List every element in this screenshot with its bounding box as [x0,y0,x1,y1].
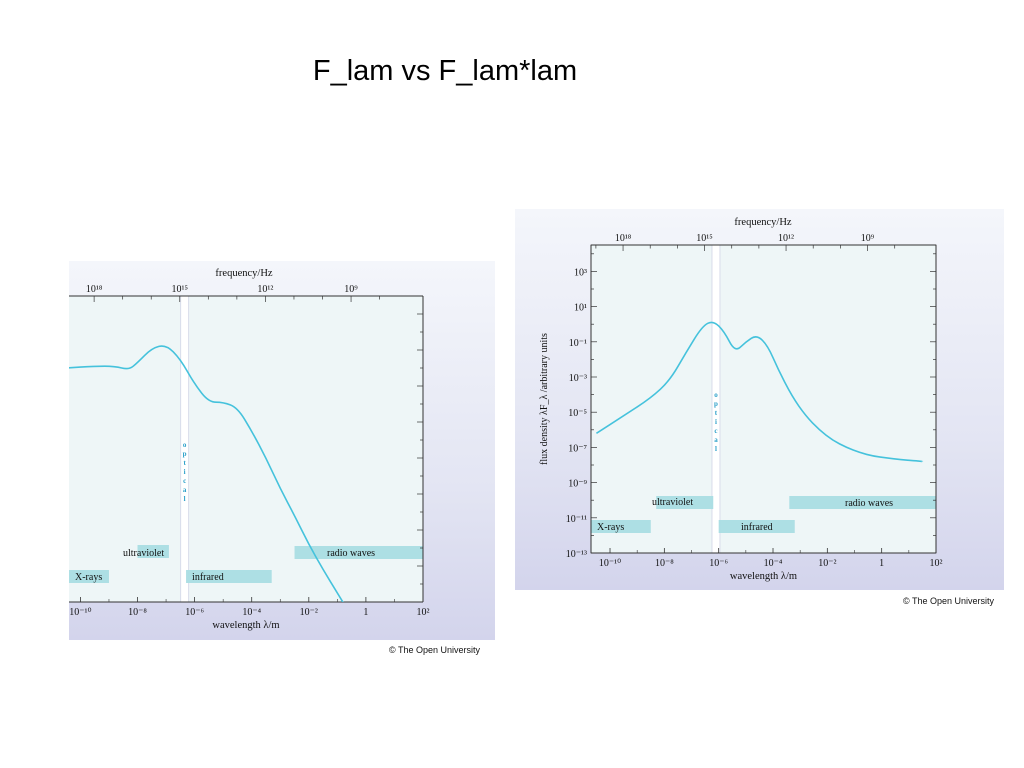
optical-label-letter: p [183,450,187,458]
x-tick-label: 10⁻⁶ [709,558,728,569]
band-label-radio-waves: radio waves [845,498,893,509]
x-axis-label: wavelength λ/m [212,620,279,631]
y-tick-label: 10¹ [574,303,587,314]
optical-label-letter: o [183,441,187,449]
y-tick-label: 10⁻⁷ [568,443,587,454]
optical-label-letter: t [183,459,186,467]
optical-label-letter: l [715,445,717,453]
top-tick-label: 10¹² [778,233,794,244]
x-tick-label: 10⁻⁴ [764,558,783,569]
x-tick-label: 10⁻¹⁰ [69,607,91,618]
spectrum-curve [69,345,344,602]
band-ultraviolet [656,496,714,509]
band-infrared [186,570,272,583]
slide-title: F_lam vs F_lam*lam [312,55,578,87]
y-axis-label: flux density λF_λ /arbitrary units [539,333,550,465]
optical-band [180,295,190,603]
band-ultraviolet [137,545,169,558]
optical-label-letter: c [714,427,717,435]
band-label-ultraviolet: ultraviolet [652,497,693,508]
x-tick-label: 1 [363,607,368,618]
x-tick-label: 10⁻² [300,607,318,618]
top-tick-label: 10¹⁵ [696,233,712,244]
top-tick-label: 10¹² [257,284,273,295]
optical-label-letter: l [184,495,186,503]
top-tick-label: 10⁹ [861,233,875,244]
optical-label-letter: c [183,477,186,485]
x-tick-label: 10⁻¹⁰ [599,558,621,569]
band-X-rays [69,570,109,583]
left-chart-panel: o p t i c a l X-rays ultraviolet infrared radio wa… [69,261,495,640]
band-label-radio-waves: radio waves [327,548,375,559]
band-radio-waves [789,496,936,509]
x-tick-label: 10⁻⁶ [185,607,204,618]
band-label-infrared: infrared [741,522,773,533]
x-tick-label: 10⁻⁴ [242,607,261,618]
y-tick-label: 10⁻³ [569,373,587,384]
top-tick-label: 10¹⁸ [86,284,103,295]
band-radio-waves [294,546,423,559]
optical-label-letter: a [714,436,718,444]
top-axis-label: frequency/Hz [215,268,272,279]
optical-label-letter: p [714,400,718,408]
optical-label-letter: a [183,486,187,494]
top-axis-label: frequency/Hz [734,217,791,228]
optical-label-letter: t [715,409,718,417]
x-tick-label: 10⁻² [818,558,836,569]
x-tick-label: 1 [879,558,884,569]
y-tick-label: 10³ [574,267,587,278]
band-infrared [718,520,795,533]
optical-label-letter: i [715,418,717,426]
band-label-X-rays: X-rays [75,572,102,583]
band-label-ultraviolet: ultraviolet [123,548,164,559]
x-tick-label: 10⁻⁸ [128,607,147,618]
spectrum-curve [595,321,923,463]
x-tick-label: 10² [417,607,430,618]
band-label-infrared: infrared [192,572,224,583]
x-axis-label: wavelength λ/m [730,571,797,582]
top-tick-label: 10⁹ [344,284,358,295]
band-X-rays [591,520,651,533]
left-chart-credit: © The Open University [389,645,481,655]
y-tick-label: 10⁻⁵ [568,408,587,419]
band-label-X-rays: X-rays [597,522,624,533]
y-tick-label: 10⁻⁹ [568,479,587,490]
right-chart-panel: o p t i c a l X-rays ultraviolet infrared radio wa… [515,209,1004,590]
y-tick-label: 10⁻¹¹ [566,514,587,525]
optical-label-letter: i [184,468,186,476]
optical-label-letter: o [714,391,718,399]
y-tick-label: 10⁻¹³ [566,549,587,560]
x-tick-label: 10⁻⁸ [655,558,674,569]
y-tick-label: 10⁻¹ [569,338,587,349]
x-tick-label: 10² [930,558,943,569]
top-tick-label: 10¹⁵ [172,284,188,295]
top-tick-label: 10¹⁸ [615,233,632,244]
right-chart-credit: © The Open University [903,596,995,606]
